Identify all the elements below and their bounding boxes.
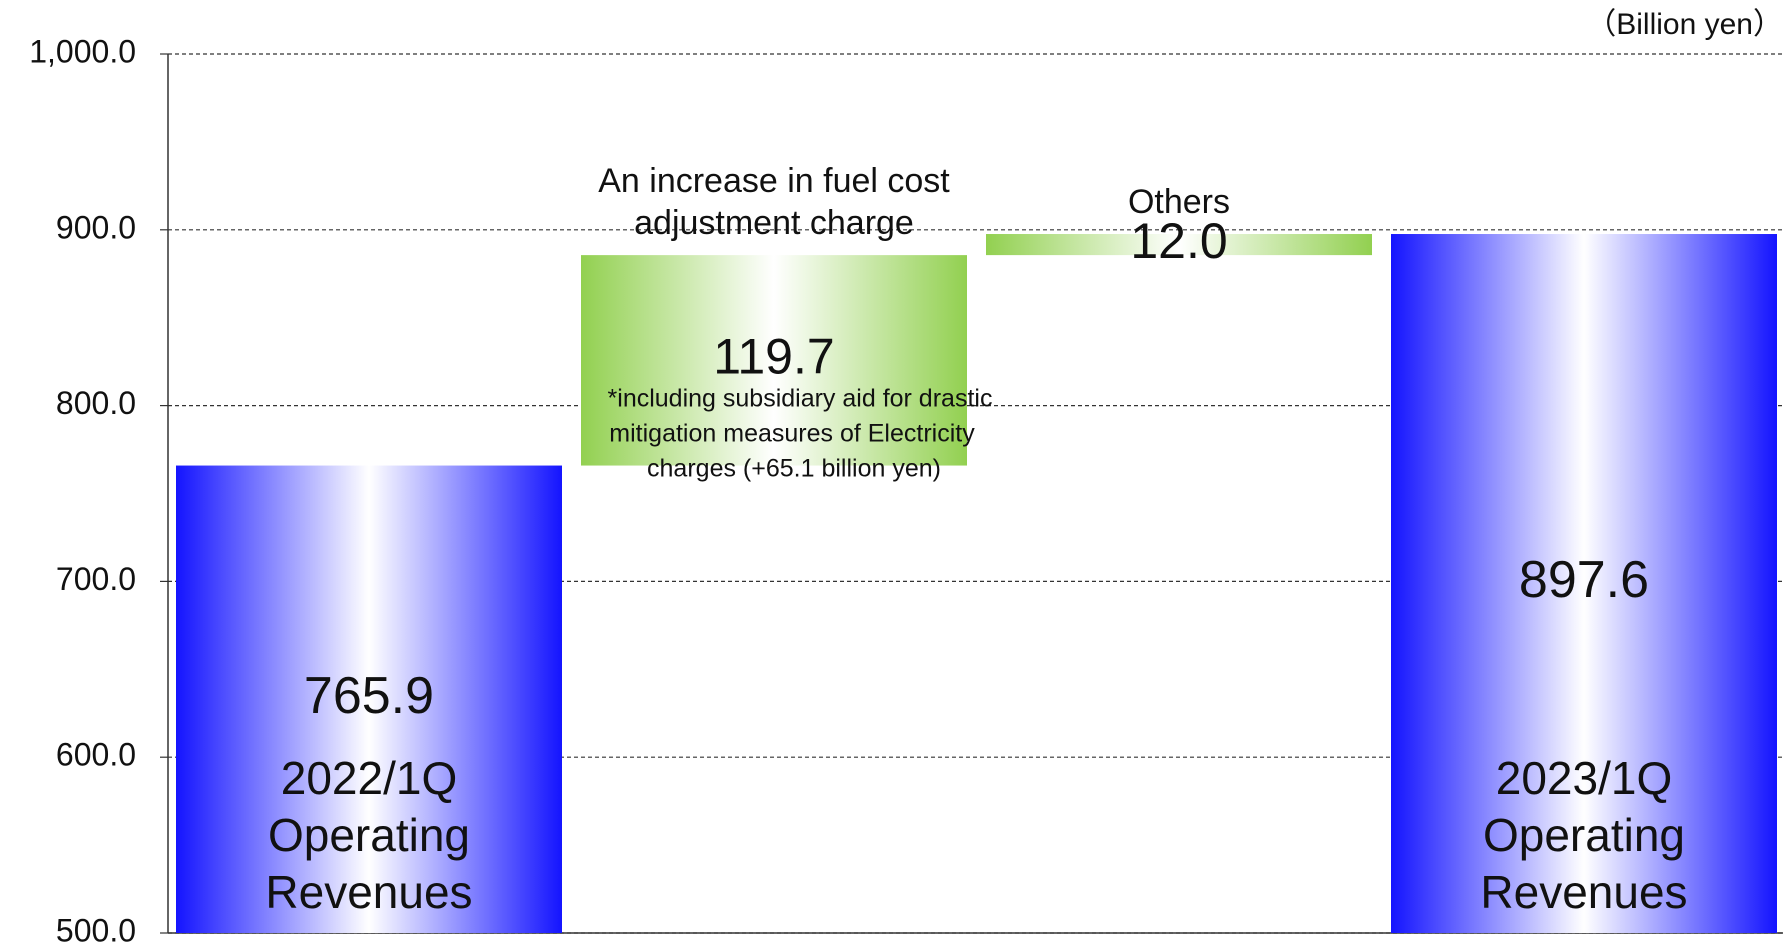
annotation: charges (+65.1 billion yen)	[647, 455, 941, 483]
value-label: 12.0	[1130, 213, 1227, 269]
category-label: 2022/1Q	[281, 752, 457, 804]
unit-label: （Billion yen）	[1586, 8, 1783, 41]
y-tick-label: 500.0	[56, 912, 136, 942]
value-label: 119.7	[713, 329, 834, 385]
category-label: 2023/1Q	[1496, 752, 1672, 804]
y-tick-label: 600.0	[56, 737, 136, 773]
y-tick-label: 900.0	[56, 209, 136, 245]
y-tick-label: 800.0	[56, 385, 136, 421]
annotation: *including subsidiary aid for drastic	[608, 385, 993, 413]
category-label: Revenues	[265, 866, 472, 918]
category-label: Others	[1128, 183, 1230, 221]
bar	[581, 255, 967, 466]
value-label: 897.6	[1519, 551, 1649, 609]
bar	[176, 465, 562, 933]
category-label: Operating	[1483, 809, 1685, 861]
category-label: An increase in fuel cost	[598, 162, 950, 200]
annotation: mitigation measures of Electricity	[609, 420, 975, 448]
y-tick-label: 700.0	[56, 561, 136, 597]
y-tick-label: 1,000.0	[29, 33, 136, 69]
bar	[986, 234, 1372, 256]
value-label: 765.9	[304, 667, 434, 725]
category-label: adjustment charge	[634, 204, 914, 242]
category-label: Operating	[268, 809, 470, 861]
bar	[1391, 234, 1777, 934]
category-label: Revenues	[1480, 866, 1687, 918]
